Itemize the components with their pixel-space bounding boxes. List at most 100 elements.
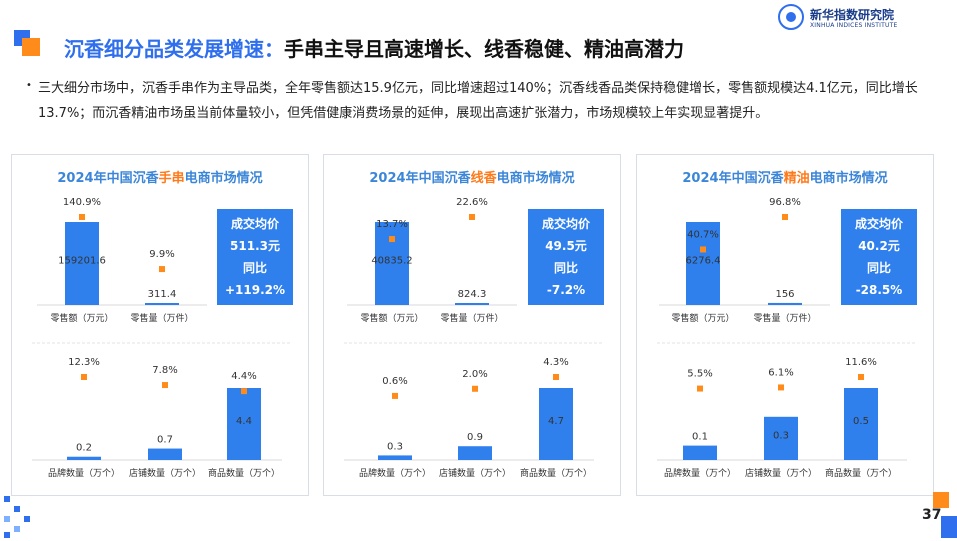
panel-xianxiang: 2024年中国沉香线香电商市场情况 成交均价 49.5元 同比 -7.2% 40… [323, 154, 621, 496]
category-label: 零售额（万元） [671, 312, 734, 324]
avg-price-yoy-value: -28.5% [855, 283, 903, 297]
avg-price-label: 成交均价 [230, 217, 279, 231]
category-label: 零售量（万件） [753, 312, 816, 324]
logo-seal-icon [778, 4, 804, 30]
growth-marker [778, 384, 784, 391]
bar [65, 222, 99, 305]
growth-label: 96.8% [769, 197, 801, 208]
category-label: 零售额（万元） [50, 312, 113, 324]
growth-marker [392, 392, 398, 399]
avg-price-value: 511.3元 [230, 239, 280, 253]
growth-marker [159, 266, 165, 273]
category-label: 店铺数量（万个） [439, 467, 511, 479]
data-label: 0.3 [387, 441, 403, 452]
page-number: 37 [922, 507, 942, 523]
growth-label: 6.1% [768, 367, 793, 378]
data-label: 0.9 [467, 432, 483, 443]
category-label: 品牌数量（万个） [664, 467, 736, 479]
panel-charts: 40835.2 13.7% 零售额（万元） 824.3 22.6% 零售量（万件） 0.3 0… [344, 197, 602, 479]
growth-label: 12.3% [68, 357, 100, 368]
bar [227, 388, 261, 460]
bar [844, 388, 878, 460]
avg-price-label: 成交均价 [541, 217, 590, 231]
bar [455, 303, 489, 305]
growth-marker [241, 388, 247, 395]
page-title: 沉香细分品类发展增速：手串主导且高速增长、线香稳健、精油高潜力 [64, 37, 684, 61]
bar [539, 388, 573, 460]
category-label: 品牌数量（万个） [359, 467, 431, 479]
category-label: 店铺数量（万个） [129, 467, 201, 479]
bar [67, 456, 101, 460]
growth-marker [472, 385, 478, 392]
panel-shouchuan: 2024年中国沉香手串电商市场情况 成交均价 511.3元 同比 +119.2%… [11, 154, 309, 496]
panel-title: 2024年中国沉香手串电商市场情况 [57, 171, 263, 186]
growth-marker [697, 385, 703, 392]
category-label: 零售量（万件） [130, 312, 193, 324]
growth-label: 40.7% [687, 229, 719, 240]
logo-name: 新华指数研究院 [810, 8, 895, 22]
bullet-icon: • [26, 80, 32, 91]
growth-marker [700, 246, 706, 253]
category-label: 商品数量（万个） [520, 467, 592, 479]
avg-price-label: 成交均价 [854, 217, 903, 231]
avg-price-yoy-value: -7.2% [546, 283, 586, 297]
avg-price-value: 40.2元 [858, 239, 900, 253]
growth-label: 13.7% [376, 219, 408, 230]
avg-price-yoy-value: +119.2% [224, 283, 286, 297]
corner-decoration-blue [941, 516, 957, 538]
avg-price-value: 49.5元 [545, 239, 587, 253]
data-label: 6276.4 [686, 256, 721, 267]
bar [764, 416, 798, 460]
category-label: 商品数量（万个） [208, 467, 280, 479]
bar [378, 455, 412, 460]
bar [458, 446, 492, 460]
growth-label: 4.3% [543, 357, 568, 368]
avg-price-box: 成交均价 511.3元 同比 +119.2% [217, 209, 293, 305]
growth-label: 140.9% [63, 197, 101, 208]
avg-price-yoy-label: 同比 [866, 261, 891, 275]
bar [683, 445, 717, 460]
avg-price-box: 成交均价 40.2元 同比 -28.5% [841, 209, 917, 305]
data-label: 0.1 [692, 432, 708, 443]
growth-marker [162, 382, 168, 389]
data-label: 4.4 [236, 416, 252, 427]
corner-decoration-orange [933, 492, 949, 508]
growth-marker [469, 214, 475, 220]
data-label: 311.4 [148, 289, 177, 300]
panel-charts: 6276.4 40.7% 零售额（万元） 156 96.8% 零售量（万件） 0.1 5.5%… [657, 197, 915, 479]
panel-title: 2024年中国沉香线香电商市场情况 [369, 171, 575, 186]
data-label: 159201.6 [58, 256, 106, 267]
category-label: 商品数量（万个） [825, 467, 897, 479]
growth-label: 11.6% [845, 357, 877, 368]
growth-marker [79, 214, 85, 220]
category-label: 品牌数量（万个） [48, 467, 120, 479]
data-label: 156 [775, 289, 794, 300]
growth-label: 9.9% [149, 249, 174, 260]
growth-marker [389, 236, 395, 243]
panel-title: 2024年中国沉香精油电商市场情况 [682, 171, 888, 186]
growth-label: 4.4% [231, 371, 256, 382]
growth-label: 22.6% [456, 197, 488, 208]
data-label: 40835.2 [371, 256, 412, 267]
data-label: 0.3 [773, 430, 789, 441]
avg-price-yoy-label: 同比 [242, 261, 267, 275]
avg-price-yoy-label: 同比 [553, 261, 578, 275]
growth-marker [858, 374, 864, 380]
bar [768, 302, 802, 305]
growth-label: 2.0% [462, 369, 487, 380]
growth-marker [81, 374, 87, 380]
category-label: 店铺数量（万个） [745, 467, 817, 479]
growth-marker [782, 214, 788, 220]
category-label: 零售额（万元） [360, 312, 423, 324]
data-label: 0.2 [76, 443, 92, 454]
bar [686, 222, 720, 305]
avg-price-box: 成交均价 49.5元 同比 -7.2% [528, 209, 604, 305]
growth-label: 5.5% [687, 369, 712, 380]
bar [145, 303, 179, 305]
title-decoration [14, 30, 44, 58]
growth-label: 7.8% [152, 365, 177, 376]
data-label: 4.7 [548, 416, 564, 427]
bar [375, 222, 409, 305]
panel-charts: 159201.6 140.9% 零售额（万元） 311.4 9.9% 零售量（万件） 0.2… [32, 197, 290, 479]
xinhua-logo: 新华指数研究院 XINHUA INDICES INSTITUTE [778, 4, 928, 34]
